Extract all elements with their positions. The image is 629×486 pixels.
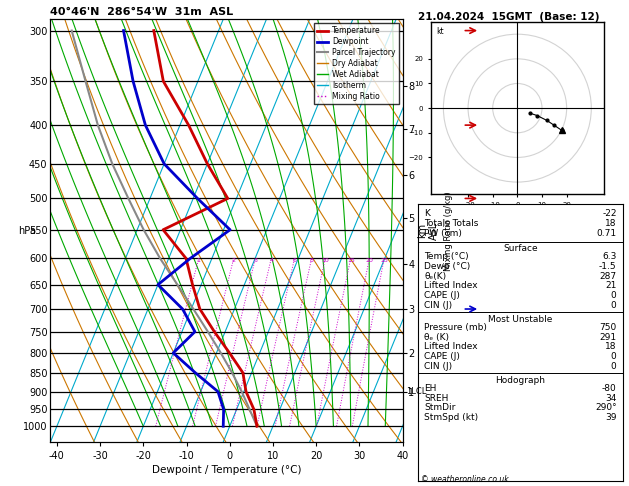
Text: 39: 39 — [605, 413, 616, 422]
Text: Totals Totals: Totals Totals — [425, 219, 479, 228]
Text: 25: 25 — [381, 259, 388, 263]
Text: 0: 0 — [611, 301, 616, 310]
Text: 6.3: 6.3 — [602, 252, 616, 261]
Text: StmDir: StmDir — [425, 403, 456, 412]
Text: SREH: SREH — [425, 394, 449, 402]
Text: Hodograph: Hodograph — [496, 376, 545, 384]
Text: 287: 287 — [599, 272, 616, 280]
X-axis label: Dewpoint / Temperature (°C): Dewpoint / Temperature (°C) — [152, 466, 301, 475]
Text: Temp (°C): Temp (°C) — [425, 252, 469, 261]
Text: CIN (J): CIN (J) — [425, 301, 452, 310]
Text: CAPE (J): CAPE (J) — [425, 352, 460, 361]
Text: PW (cm): PW (cm) — [425, 229, 462, 238]
Text: 1LCL: 1LCL — [406, 387, 426, 396]
Text: Dewp (°C): Dewp (°C) — [425, 262, 470, 271]
Text: 0: 0 — [611, 352, 616, 361]
Text: Lifted Index: Lifted Index — [425, 342, 478, 351]
Text: K: K — [425, 209, 430, 218]
Text: Pressure (mb): Pressure (mb) — [425, 323, 487, 332]
Text: θₑ(K): θₑ(K) — [425, 272, 447, 280]
Text: 10: 10 — [321, 259, 329, 263]
Text: 2: 2 — [231, 259, 236, 263]
Text: 21: 21 — [605, 281, 616, 290]
Text: 0: 0 — [611, 362, 616, 371]
Text: 20: 20 — [365, 259, 374, 263]
Text: CAPE (J): CAPE (J) — [425, 291, 460, 300]
Text: Most Unstable: Most Unstable — [488, 314, 553, 324]
Text: 18: 18 — [605, 342, 616, 351]
Text: -22: -22 — [602, 209, 616, 218]
Text: 291: 291 — [599, 332, 616, 342]
Text: 750: 750 — [599, 323, 616, 332]
Text: 40°46'N  286°54'W  31m  ASL: 40°46'N 286°54'W 31m ASL — [50, 7, 233, 17]
Text: 0.71: 0.71 — [596, 229, 616, 238]
Text: kt: kt — [436, 27, 443, 36]
Text: EH: EH — [425, 384, 437, 393]
Text: CIN (J): CIN (J) — [425, 362, 452, 371]
Text: θₑ (K): θₑ (K) — [425, 332, 449, 342]
Text: hPa: hPa — [18, 226, 36, 236]
Text: -80: -80 — [602, 384, 616, 393]
Text: 290°: 290° — [595, 403, 616, 412]
Text: -1.5: -1.5 — [599, 262, 616, 271]
Y-axis label: km
ASL: km ASL — [417, 222, 439, 240]
Text: 21.04.2024  15GMT  (Base: 12): 21.04.2024 15GMT (Base: 12) — [418, 12, 600, 22]
Text: 8: 8 — [309, 259, 314, 263]
Text: Mixing Ratio (g/kg): Mixing Ratio (g/kg) — [444, 191, 453, 271]
Text: 0: 0 — [611, 291, 616, 300]
Text: 3: 3 — [253, 259, 257, 263]
Text: 18: 18 — [605, 219, 616, 228]
Text: 34: 34 — [605, 394, 616, 402]
Text: 4: 4 — [269, 259, 273, 263]
Text: 1: 1 — [197, 259, 201, 263]
Text: Lifted Index: Lifted Index — [425, 281, 478, 290]
Text: 15: 15 — [347, 259, 355, 263]
Text: Surface: Surface — [503, 244, 538, 253]
Legend: Temperature, Dewpoint, Parcel Trajectory, Dry Adiabat, Wet Adiabat, Isotherm, Mi: Temperature, Dewpoint, Parcel Trajectory… — [314, 23, 399, 104]
Text: © weatheronline.co.uk: © weatheronline.co.uk — [421, 475, 509, 484]
Text: 6: 6 — [292, 259, 296, 263]
Text: StmSpd (kt): StmSpd (kt) — [425, 413, 479, 422]
